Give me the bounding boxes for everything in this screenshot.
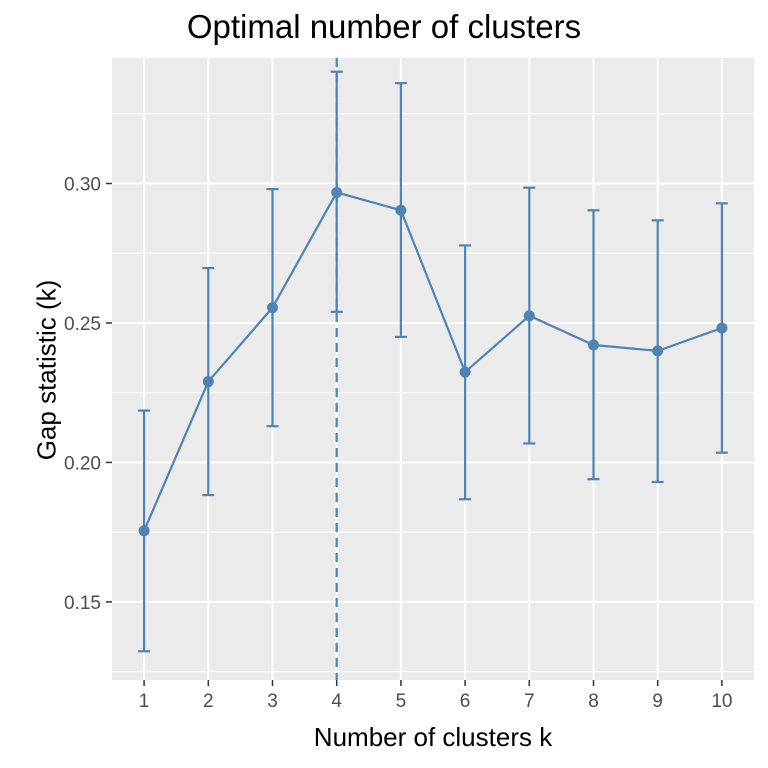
data-point — [652, 345, 664, 357]
x-tick-label: 7 — [524, 691, 535, 712]
data-points — [138, 186, 728, 537]
chart-title: Optimal number of clusters — [186, 8, 582, 45]
y-axis-label: Gap statistic (k) — [31, 279, 62, 461]
x-tick-label: 1 — [139, 691, 150, 712]
series-line — [143, 191, 723, 532]
data-point — [331, 186, 343, 198]
y-axis: 0.15 0.20 0.25 0.30 — [64, 175, 112, 614]
y-tick-label: 0.20 — [64, 453, 101, 474]
x-tick-label: 5 — [396, 691, 407, 712]
data-point — [716, 322, 728, 334]
data-point — [138, 525, 150, 537]
y-tick-label: 0.25 — [64, 314, 101, 335]
x-tick-label: 3 — [267, 691, 278, 712]
x-axis: 1 2 3 4 5 6 7 8 9 10 — [139, 680, 732, 712]
data-point — [202, 376, 214, 388]
x-tick-label: 2 — [203, 691, 214, 712]
x-tick-label: 10 — [711, 691, 732, 712]
series-line-group — [143, 191, 723, 532]
minor-gridlines — [112, 113, 754, 673]
x-tick-label: 6 — [460, 691, 471, 712]
data-point — [459, 366, 471, 378]
x-tick-label: 4 — [331, 691, 342, 712]
y-tick-label: 0.30 — [64, 175, 101, 196]
data-point — [395, 204, 407, 216]
x-axis-label: Number of clusters k — [313, 722, 553, 752]
y-tick-label: 0.15 — [64, 593, 101, 614]
data-point — [523, 310, 535, 322]
x-tick-label: 8 — [588, 691, 599, 712]
data-point — [267, 302, 278, 314]
x-tick-label: 9 — [652, 691, 663, 712]
data-point — [588, 339, 599, 351]
